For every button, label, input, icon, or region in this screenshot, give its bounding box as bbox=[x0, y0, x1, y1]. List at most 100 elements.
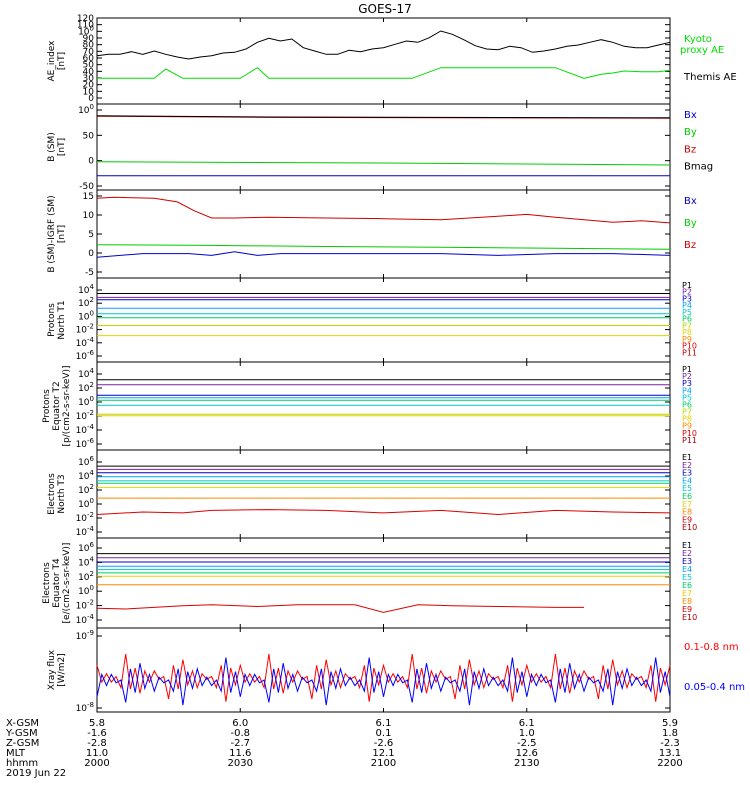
legend-label: E2 bbox=[682, 461, 692, 470]
panel-frame-5 bbox=[96, 449, 671, 539]
x-axis-value: 6.1 bbox=[376, 718, 392, 729]
y-tick-label: 10-2 bbox=[76, 511, 94, 524]
y-axis-label: Electrons bbox=[47, 473, 57, 515]
panel-frame-4 bbox=[96, 361, 671, 451]
y-tick-label: 5 bbox=[88, 230, 94, 240]
legend-label: E10 bbox=[682, 613, 697, 622]
legend-label: E1 bbox=[682, 453, 692, 462]
x-axis-value: 2130 bbox=[514, 758, 539, 769]
x-axis-value: 5.8 bbox=[89, 718, 105, 729]
y-axis-label: Equator T4 bbox=[52, 558, 62, 608]
x-axis-value: 12.6 bbox=[516, 748, 538, 759]
legend-label: P9 bbox=[682, 335, 692, 344]
legend-label: P6 bbox=[682, 400, 692, 409]
legend-label: P1 bbox=[682, 365, 692, 374]
y-axis-label: Electrons bbox=[42, 562, 52, 604]
x-axis-value: 5.9 bbox=[662, 718, 678, 729]
x-axis-value: -2.3 bbox=[660, 738, 680, 749]
legend-label: Bz bbox=[684, 240, 696, 251]
x-axis-value: 2200 bbox=[657, 758, 682, 769]
legend-label: P5 bbox=[682, 393, 692, 402]
legend-label: P1 bbox=[682, 281, 692, 290]
y-tick-label: 10-6 bbox=[76, 437, 95, 450]
y-axis-label: [e/(cm2-s-sr-keV)] bbox=[62, 543, 72, 624]
y-axis-label: [nT] bbox=[57, 225, 67, 243]
x-axis-value: 1.8 bbox=[662, 728, 678, 739]
legend-label: P10 bbox=[682, 429, 697, 438]
x-axis-value: 13.1 bbox=[659, 748, 681, 759]
y-axis-label: B (SM)-IGRF (SM) bbox=[47, 195, 57, 272]
x-axis-row-label: X-GSM bbox=[6, 718, 39, 729]
y-tick-label: 100 bbox=[78, 103, 94, 116]
legend-label: E4 bbox=[682, 476, 692, 485]
x-axis-value: -2.6 bbox=[374, 738, 394, 749]
x-axis-value: 2100 bbox=[371, 758, 396, 769]
x-axis-value: -1.6 bbox=[87, 728, 107, 739]
y-tick-label: 104 bbox=[78, 283, 94, 296]
x-axis-value: 6.0 bbox=[232, 718, 248, 729]
x-axis-value: 2000 bbox=[84, 758, 109, 769]
legend-label: By bbox=[684, 127, 697, 138]
y-tick-label: 10-9 bbox=[76, 629, 94, 642]
legend-label: P2 bbox=[682, 372, 692, 381]
y-tick-label: 102 bbox=[78, 570, 94, 583]
y-axis-label: North T3 bbox=[57, 474, 67, 513]
legend-label: Bx bbox=[684, 110, 697, 121]
series-line-bz bbox=[96, 196, 671, 224]
legend-label: P2 bbox=[682, 288, 692, 297]
series-line-bmag bbox=[96, 115, 671, 119]
y-tick-label: 100 bbox=[78, 24, 94, 37]
legend-label: P7 bbox=[682, 321, 692, 330]
panel-frame-6 bbox=[96, 537, 671, 629]
legend-label: P3 bbox=[682, 379, 692, 388]
legend-label: E2 bbox=[682, 549, 692, 558]
y-axis-label: [nT] bbox=[57, 138, 67, 156]
legend-label: E8 bbox=[682, 508, 692, 517]
y-axis-label: [nT] bbox=[57, 52, 67, 70]
x-axis-value: 11.6 bbox=[229, 748, 251, 759]
series-line-xray-0 bbox=[96, 654, 671, 702]
x-axis-value: -0.8 bbox=[230, 728, 250, 739]
y-tick-label: 104 bbox=[78, 555, 94, 568]
legend-label: P4 bbox=[682, 386, 692, 395]
x-axis-row-label: Y-GSM bbox=[5, 728, 38, 739]
x-axis-value: 11.0 bbox=[86, 748, 108, 759]
legend-label: E6 bbox=[682, 492, 692, 501]
y-tick-label: 100 bbox=[78, 497, 94, 510]
y-tick-label: 15 bbox=[83, 192, 94, 202]
legend-label: Kyoto bbox=[684, 34, 712, 45]
y-tick-label: 10 bbox=[83, 211, 95, 221]
series-line-kyoto-proxy-ae bbox=[97, 67, 671, 79]
y-tick-label: 10-4 bbox=[76, 613, 95, 626]
legend-label: 0.05-0.4 nm bbox=[684, 682, 745, 693]
y-tick-label: 100 bbox=[78, 395, 94, 408]
y-tick-label: 110 bbox=[77, 21, 94, 31]
x-axis-value: 1.0 bbox=[519, 728, 535, 739]
legend-label: E9 bbox=[682, 605, 692, 614]
y-tick-label: 40 bbox=[83, 67, 95, 77]
series-line-e9 bbox=[96, 604, 584, 613]
y-tick-label: 10-4 bbox=[76, 336, 95, 349]
y-tick-label: 10-6 bbox=[76, 349, 95, 362]
y-tick-label: 102 bbox=[78, 296, 94, 309]
x-axis-value: 6.1 bbox=[519, 718, 535, 729]
chart-title: GOES-17 bbox=[358, 2, 412, 16]
y-tick-label: 102 bbox=[78, 381, 94, 394]
legend-label: E10 bbox=[682, 523, 697, 532]
y-axis-label: Protons bbox=[42, 389, 52, 423]
legend-label: E7 bbox=[682, 500, 692, 509]
y-tick-label: 10-4 bbox=[76, 423, 95, 436]
x-axis-value: -2.5 bbox=[517, 738, 537, 749]
y-tick-label: 10 bbox=[83, 87, 95, 97]
panel-frame-2 bbox=[96, 189, 671, 279]
y-tick-label: 106 bbox=[78, 455, 94, 468]
series-line-themis-ae bbox=[96, 30, 671, 60]
y-tick-label: 0 bbox=[88, 249, 94, 259]
x-axis-value: 2030 bbox=[228, 758, 253, 769]
legend-label: Themis AE bbox=[683, 72, 737, 83]
panel-frame-3 bbox=[96, 277, 671, 363]
legend-label: E8 bbox=[682, 597, 692, 606]
legend-label: P8 bbox=[682, 328, 692, 337]
